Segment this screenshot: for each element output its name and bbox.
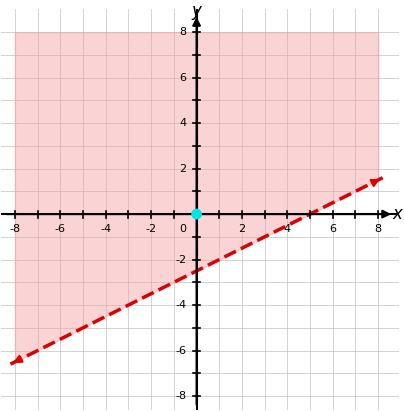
Text: 4: 4 [284, 224, 291, 234]
Text: -8: -8 [9, 224, 21, 234]
Text: -6: -6 [175, 346, 186, 356]
Text: 2: 2 [238, 224, 246, 234]
Text: -6: -6 [55, 224, 66, 234]
Text: 0: 0 [179, 224, 186, 234]
Text: -2: -2 [145, 224, 157, 234]
Text: -4: -4 [175, 300, 186, 310]
Text: -4: -4 [100, 224, 112, 234]
Text: x: x [393, 205, 402, 223]
Text: -8: -8 [175, 391, 186, 401]
Text: y: y [191, 2, 202, 20]
Text: 6: 6 [179, 73, 186, 83]
Text: 8: 8 [375, 224, 382, 234]
Point [194, 211, 200, 217]
Text: 6: 6 [329, 224, 336, 234]
Text: -2: -2 [175, 254, 186, 265]
Text: 8: 8 [179, 27, 186, 37]
Text: 4: 4 [179, 118, 186, 128]
Text: 2: 2 [179, 164, 186, 173]
